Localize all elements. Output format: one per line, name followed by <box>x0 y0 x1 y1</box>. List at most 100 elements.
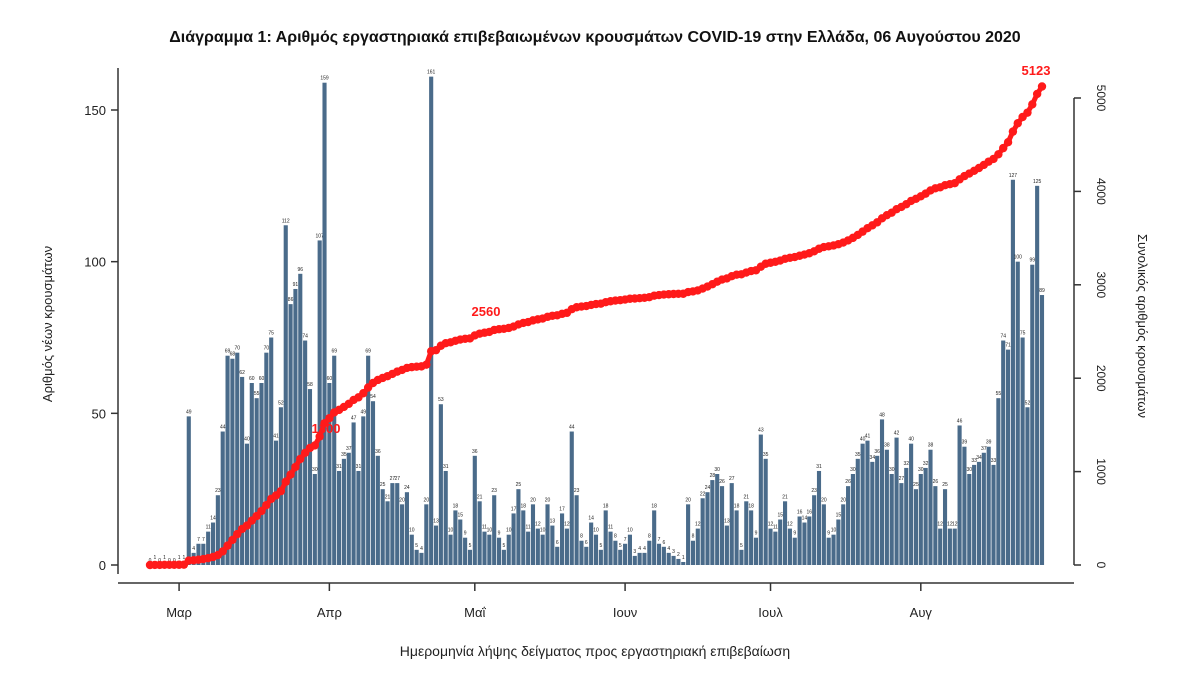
bar <box>472 455 477 565</box>
bar <box>763 458 768 565</box>
bar <box>337 470 342 565</box>
bar <box>419 552 424 565</box>
bar-value-label: 10 <box>593 528 599 534</box>
bar <box>879 419 885 565</box>
cumulative-point <box>1028 100 1037 109</box>
bar-value-label: 1 <box>153 555 156 561</box>
bar <box>666 552 671 565</box>
bar <box>516 489 521 565</box>
bar <box>719 486 725 565</box>
bar-value-label: 20 <box>424 497 430 503</box>
bar <box>749 510 754 565</box>
bar <box>957 425 962 565</box>
bar-value-label: 5 <box>740 543 743 549</box>
bar-value-label: 16 <box>807 509 813 515</box>
bar-value-label: 14 <box>588 516 594 522</box>
bar-value-label: 69 <box>331 349 337 355</box>
bar <box>787 528 792 565</box>
bar-value-label: 18 <box>734 503 740 509</box>
cumulative-point <box>1003 138 1013 147</box>
bar-value-label: 12 <box>937 522 943 528</box>
cumulative-point <box>1032 89 1042 99</box>
bar-value-label: 41 <box>865 434 871 440</box>
bar <box>307 389 313 565</box>
bar <box>530 504 536 565</box>
x-tick-label: Ιουν <box>613 605 637 620</box>
bar <box>579 540 584 565</box>
bar <box>986 446 991 565</box>
bar <box>273 440 279 565</box>
bar <box>283 225 288 565</box>
bar-value-label: 31 <box>443 464 449 470</box>
bar-value-label: 7 <box>202 537 205 543</box>
left-y-axis: 0 50 100 150 <box>84 68 119 574</box>
bar-value-label: 34 <box>976 455 982 461</box>
bar <box>753 537 759 565</box>
bar-value-label: 12 <box>564 522 570 528</box>
bar-value-label: 71 <box>1005 343 1011 349</box>
cumulative-point <box>1013 119 1022 128</box>
bar <box>647 540 652 565</box>
bar <box>463 537 468 565</box>
bar <box>201 543 206 565</box>
bar-value-label: 34 <box>870 455 876 461</box>
bar-value-label: 1 <box>183 555 186 561</box>
bar <box>535 528 540 565</box>
bar <box>317 240 322 565</box>
right-tick-label: 5000 <box>1094 85 1108 112</box>
left-tick-label: 150 <box>84 103 106 118</box>
bar <box>627 534 632 565</box>
bar <box>836 519 841 565</box>
bar-value-label: 8 <box>648 534 651 540</box>
bar <box>734 510 739 565</box>
bar-value-label: 100 <box>1014 255 1023 261</box>
bar-value-label: 36 <box>472 449 478 455</box>
cumulative-point <box>994 150 1003 159</box>
bar <box>821 504 826 565</box>
bar-value-label: 20 <box>840 497 846 503</box>
bar <box>671 555 676 565</box>
bar <box>816 470 822 565</box>
bar <box>593 534 599 565</box>
bar-value-label: 35 <box>855 452 861 458</box>
bar <box>933 486 938 565</box>
bar <box>312 474 317 565</box>
bar-value-label: 24 <box>705 485 711 491</box>
bar <box>477 501 482 565</box>
bar <box>482 531 487 565</box>
bar <box>850 474 855 565</box>
bar <box>390 483 395 565</box>
bar-value-label: 30 <box>966 467 972 473</box>
bar-value-label: 11 <box>206 525 211 531</box>
bar-value-label: 38 <box>884 443 890 449</box>
bar <box>865 440 870 565</box>
bar <box>346 452 351 565</box>
bar-value-label: 4 <box>192 546 195 552</box>
bar-value-label: 1 <box>682 555 685 561</box>
cumulative-point <box>315 432 324 441</box>
bar <box>598 549 603 565</box>
bar-value-label: 107 <box>315 233 324 239</box>
bar-value-label: 6 <box>662 540 665 546</box>
bar <box>632 555 637 565</box>
bar <box>230 358 235 565</box>
bar-value-label: 25 <box>913 482 919 488</box>
bar-value-label: 8 <box>614 534 617 540</box>
bar-value-label: 46 <box>957 418 963 424</box>
cumulative-point <box>281 477 290 486</box>
bar-value-label: 10 <box>831 528 837 534</box>
bar-value-label: 12 <box>695 522 701 528</box>
right-tick-label: 2000 <box>1094 365 1108 392</box>
bar <box>1001 340 1006 565</box>
bar-value-label: 21 <box>385 494 391 500</box>
cumulative-point <box>276 486 286 496</box>
bar <box>802 522 807 565</box>
bar <box>1006 349 1011 565</box>
bar-value-label: 8 <box>692 534 695 540</box>
bar <box>705 492 710 565</box>
bar-value-label: 68 <box>230 352 236 358</box>
bar-value-label: 13 <box>724 519 730 525</box>
bar-value-label: 11 <box>482 525 487 531</box>
bar <box>414 549 419 565</box>
bar <box>1020 337 1025 565</box>
